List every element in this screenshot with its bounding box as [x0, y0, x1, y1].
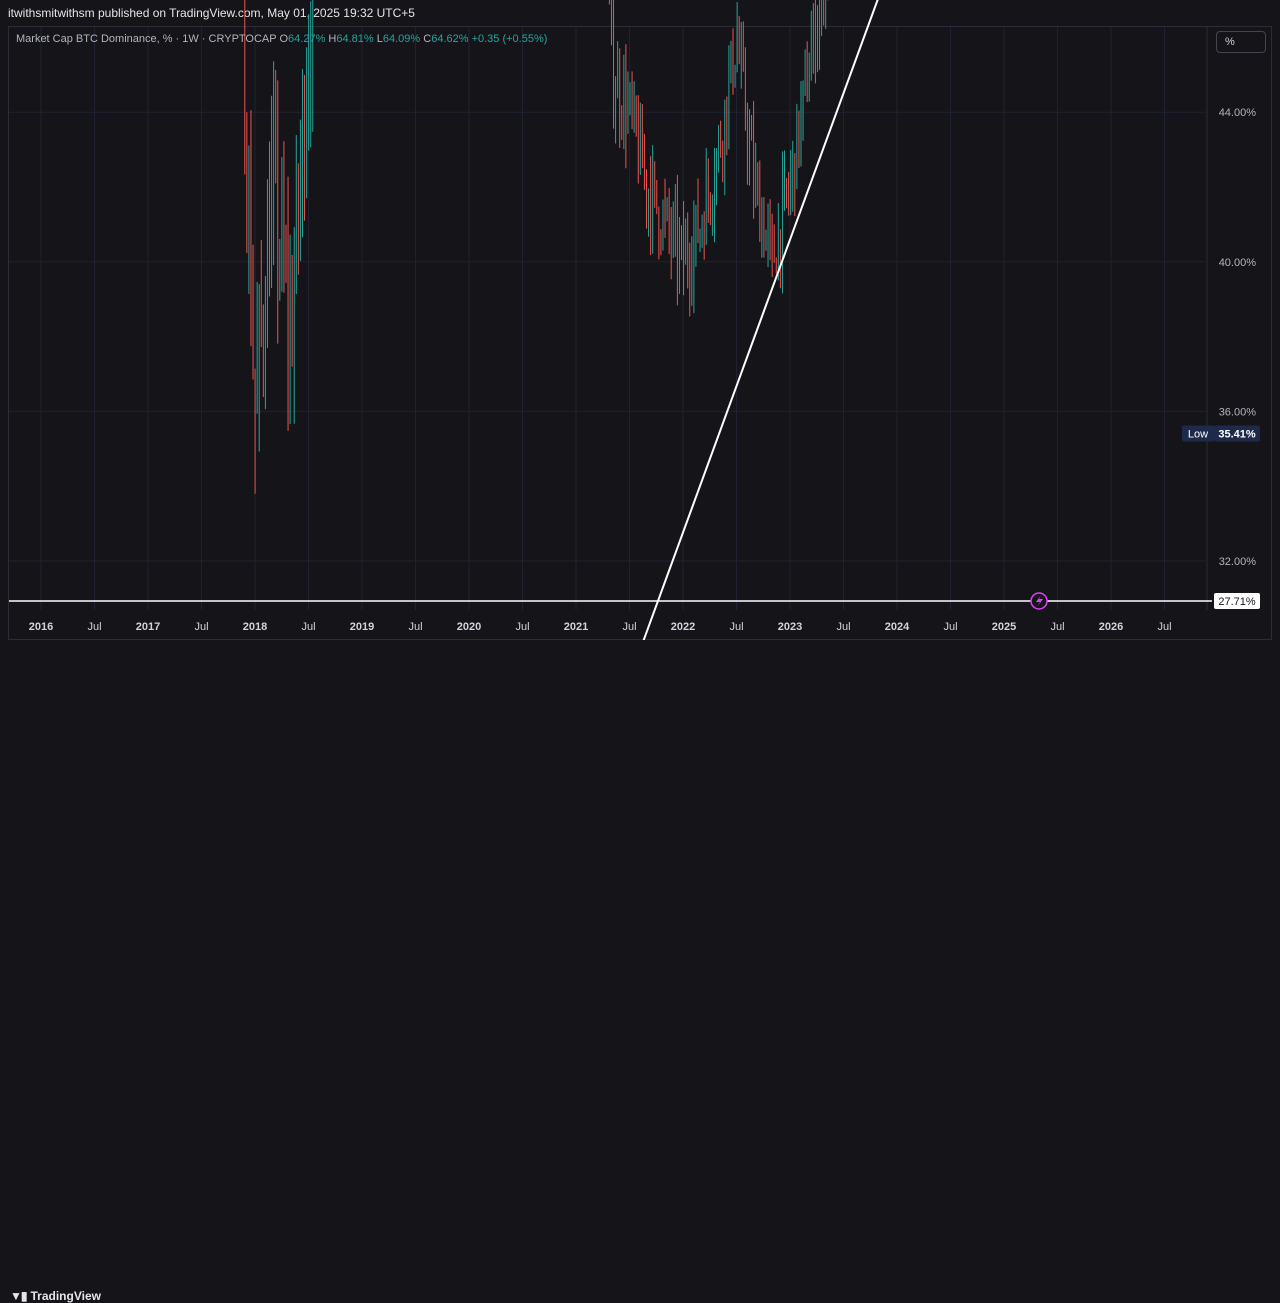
tradingview-brand: TradingView	[30, 1289, 101, 1303]
plot-area	[9, 27, 1206, 610]
x-tick-label: 2017	[136, 621, 160, 633]
bottom-tag-bg	[1214, 593, 1260, 609]
legend-change: +0.35 (+0.55%)	[471, 33, 548, 45]
y-tick-label: 36.00%	[1219, 406, 1257, 418]
x-tick-label: 2022	[671, 621, 695, 633]
x-tick-label: 2023	[778, 621, 802, 633]
legend-c-label: C	[423, 33, 432, 45]
chart-legend: Market Cap BTC Dominance, % · 1W · CRYPT…	[16, 33, 547, 45]
x-tick-label: Jul	[836, 621, 850, 633]
x-tick-label: Jul	[1157, 621, 1171, 633]
x-tick-label: Jul	[515, 621, 529, 633]
x-tick-label: 2020	[457, 621, 481, 633]
x-tick-label: 2024	[885, 621, 910, 633]
low-label: Low	[1188, 428, 1208, 440]
legend-low: 64.09%	[382, 33, 421, 45]
legend-l-label: L	[376, 33, 383, 45]
chart-svg[interactable]: 84.00%80.00%76.00%72.00%68.00%64.00%60.0…	[0, 0, 1280, 672]
tradingview-logo[interactable]: ▼▮ TradingView	[10, 1289, 101, 1303]
legend-title: Market Cap BTC Dominance, % · 1W · CRYPT…	[16, 33, 277, 45]
x-tick-label: 2025	[992, 621, 1016, 633]
x-tick-label: Jul	[1050, 621, 1064, 633]
x-tick-label: 2019	[350, 621, 374, 633]
x-tick-label: Jul	[943, 621, 957, 633]
low-label-bg	[1182, 425, 1214, 442]
x-tick-label: Jul	[194, 621, 208, 633]
x-tick-label: Jul	[729, 621, 743, 633]
x-tick-label: Jul	[301, 621, 315, 633]
low-value: 35.41%	[1218, 428, 1256, 440]
y-tick-label: 44.00%	[1219, 107, 1257, 119]
legend-o-label: O	[279, 33, 289, 45]
x-tick-label: 2026	[1099, 621, 1123, 633]
tradingview-logo-icon: ▼▮	[10, 1289, 28, 1303]
unit-toggle-button[interactable]: %	[1216, 31, 1266, 53]
chart-frame	[8, 26, 1272, 640]
low-value-bg	[1214, 425, 1260, 442]
y-tick-label: 32.00%	[1219, 556, 1257, 568]
legend-close: 64.62%	[431, 33, 469, 45]
trendline[interactable]	[637, 0, 1182, 655]
legend-high: 64.81%	[336, 33, 374, 45]
x-tick-label: Jul	[622, 621, 636, 633]
lightning-bolt-icon	[1036, 595, 1043, 607]
x-tick-label: 2018	[243, 621, 267, 633]
x-tick-label: 2016	[29, 621, 53, 633]
x-tick-label: Jul	[408, 621, 422, 633]
y-tick-label: 40.00%	[1219, 257, 1257, 269]
footer: ▼▮ TradingView	[0, 640, 1280, 1303]
legend-open: 64.27%	[288, 33, 326, 45]
bottom-tag-value: 27.71%	[1218, 596, 1256, 608]
legend-h-label: H	[328, 33, 337, 45]
x-tick-label: Jul	[87, 621, 101, 633]
x-tick-label: 2021	[564, 621, 588, 633]
